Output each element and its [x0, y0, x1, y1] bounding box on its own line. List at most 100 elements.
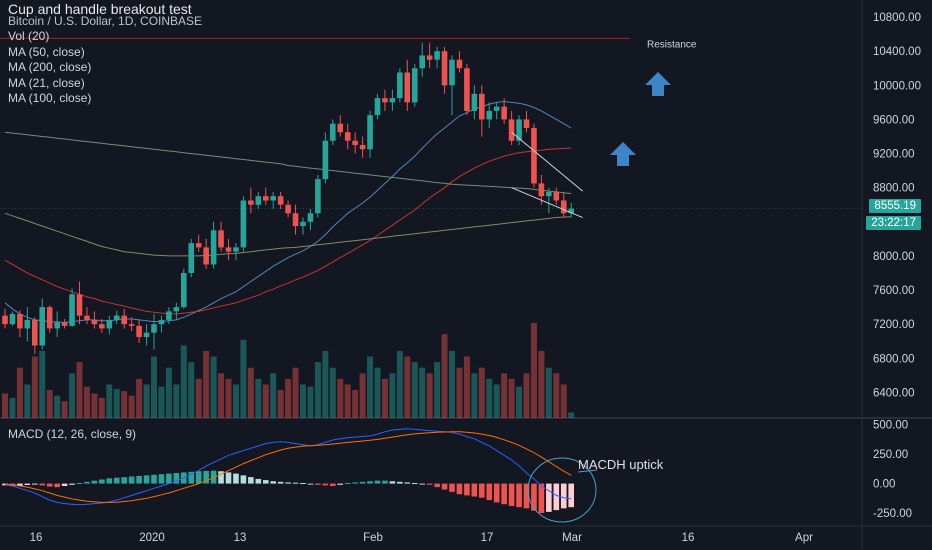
- volume-bar: [128, 395, 135, 418]
- volume-bar: [516, 386, 523, 418]
- price-tick-label: 8800.00: [873, 183, 915, 195]
- candle-body: [359, 145, 366, 150]
- candle-body: [128, 324, 135, 326]
- candle-body: [121, 315, 127, 325]
- candle-body: [560, 200, 567, 214]
- candle-body: [158, 319, 165, 325]
- indicator-ma100[interactable]: MA (100, close): [8, 91, 92, 105]
- candle-body: [76, 294, 83, 316]
- symbol-label[interactable]: Bitcoin / U.S. Dollar, 1D, COINBASE: [8, 13, 203, 28]
- target-arrow-1-shape: [610, 142, 636, 166]
- candle-body: [479, 93, 485, 120]
- volume-bar: [560, 384, 567, 418]
- candle-body: [285, 204, 291, 214]
- volume-bar: [441, 334, 448, 418]
- indicator-volume[interactable]: Vol (20): [8, 29, 50, 43]
- volume-bar: [91, 393, 98, 418]
- macd-histogram-bar: [262, 480, 269, 484]
- volume-bar: [300, 384, 306, 418]
- macd-line: [4, 428, 572, 506]
- macd-histogram-bar: [307, 483, 314, 485]
- indicator-ma21[interactable]: MA (21, close): [8, 75, 85, 90]
- macd-histogram-bar: [188, 471, 195, 484]
- macd-histogram-bar: [553, 483, 560, 511]
- volume-bar: [389, 373, 396, 418]
- indicator-ma200[interactable]: MA (200, close): [8, 60, 92, 74]
- macd-histogram-bar: [91, 480, 98, 484]
- macd-histogram-bar: [389, 481, 396, 484]
- candle-body: [61, 322, 68, 326]
- channel-upper-line: [511, 131, 583, 192]
- time-tick-label: Feb: [363, 532, 383, 544]
- volume-bar: [158, 386, 165, 418]
- macd-histogram-bar: [456, 483, 463, 495]
- candle-body: [307, 213, 314, 222]
- volume-bar: [374, 367, 381, 418]
- target-arrow-1: [610, 142, 636, 166]
- candle-body: [143, 332, 150, 337]
- volume-bar: [16, 367, 23, 418]
- candle-body: [434, 51, 440, 60]
- resistance-label: Resistance: [647, 39, 697, 50]
- macd-histogram-bar: [359, 481, 366, 484]
- macd-histogram-bar: [39, 483, 46, 486]
- candle-body: [113, 315, 120, 320]
- macd-histogram-bar: [352, 482, 358, 484]
- ma-line-200: [4, 131, 572, 195]
- candle-body: [262, 196, 269, 201]
- macd-histogram-bar: [337, 483, 344, 485]
- macd-histogram-bar: [158, 474, 165, 484]
- macd-histogram-bar: [240, 475, 247, 484]
- volume-bar: [270, 373, 277, 418]
- candle-body: [441, 51, 448, 86]
- macd-histogram-bar: [292, 482, 299, 484]
- candle-body: [330, 123, 336, 141]
- macd-histogram-bar: [516, 483, 522, 508]
- candle-body: [352, 140, 358, 146]
- macd-histogram-bar: [344, 483, 351, 485]
- macd-histogram-bar: [61, 483, 68, 486]
- macd-tick-label: 500.00: [873, 420, 908, 432]
- candle-body: [2, 315, 8, 325]
- macd-histogram-bar: [277, 481, 284, 484]
- volume-bar: [136, 378, 143, 418]
- candle-body: [99, 324, 105, 329]
- candle-body: [404, 72, 411, 103]
- candle-body: [181, 272, 187, 308]
- volume-bar: [404, 356, 411, 418]
- volume-bar: [352, 390, 359, 418]
- volume-bar: [449, 350, 455, 418]
- macd-histogram-bar: [568, 483, 574, 508]
- volume-bar: [530, 323, 537, 418]
- macd-histogram-bar: [76, 483, 83, 485]
- price-tick-label: 9200.00: [873, 149, 915, 161]
- candle-body: [292, 213, 299, 227]
- countdown-badge: 23:22:17: [866, 216, 921, 230]
- macd-tick-label: 250.00: [873, 449, 908, 461]
- macd-histogram-bar: [225, 472, 232, 484]
- macd-histogram-bar: [486, 483, 493, 501]
- volume-bar: [329, 367, 336, 418]
- price-tick-label: 9600.00: [873, 114, 915, 126]
- volume-bar: [203, 350, 210, 418]
- candle-body: [501, 106, 507, 120]
- candle-body: [516, 119, 522, 141]
- candle-body: [136, 325, 142, 337]
- volume-bar: [2, 393, 8, 418]
- candle-body: [188, 243, 195, 273]
- candle-body: [382, 98, 388, 103]
- volume-bar: [151, 356, 157, 418]
- ma-line-50: [4, 147, 572, 315]
- volume-bar: [24, 384, 31, 418]
- volume-bar: [218, 373, 225, 418]
- indicator-ma50[interactable]: MA (50, close): [8, 44, 85, 59]
- macd-histogram-bar: [464, 483, 470, 496]
- volume-bar: [538, 350, 545, 418]
- price-tick-label: 10400.00: [873, 46, 921, 58]
- macd-histogram-bar: [546, 483, 552, 512]
- chart-title: Cup and handle breakout test: [8, 1, 192, 17]
- macd-histogram-bar: [32, 483, 38, 485]
- volume-bar: [493, 384, 500, 418]
- macd-indicator-label[interactable]: MACD (12, 26, close, 9): [8, 427, 137, 441]
- candle-body: [203, 247, 209, 265]
